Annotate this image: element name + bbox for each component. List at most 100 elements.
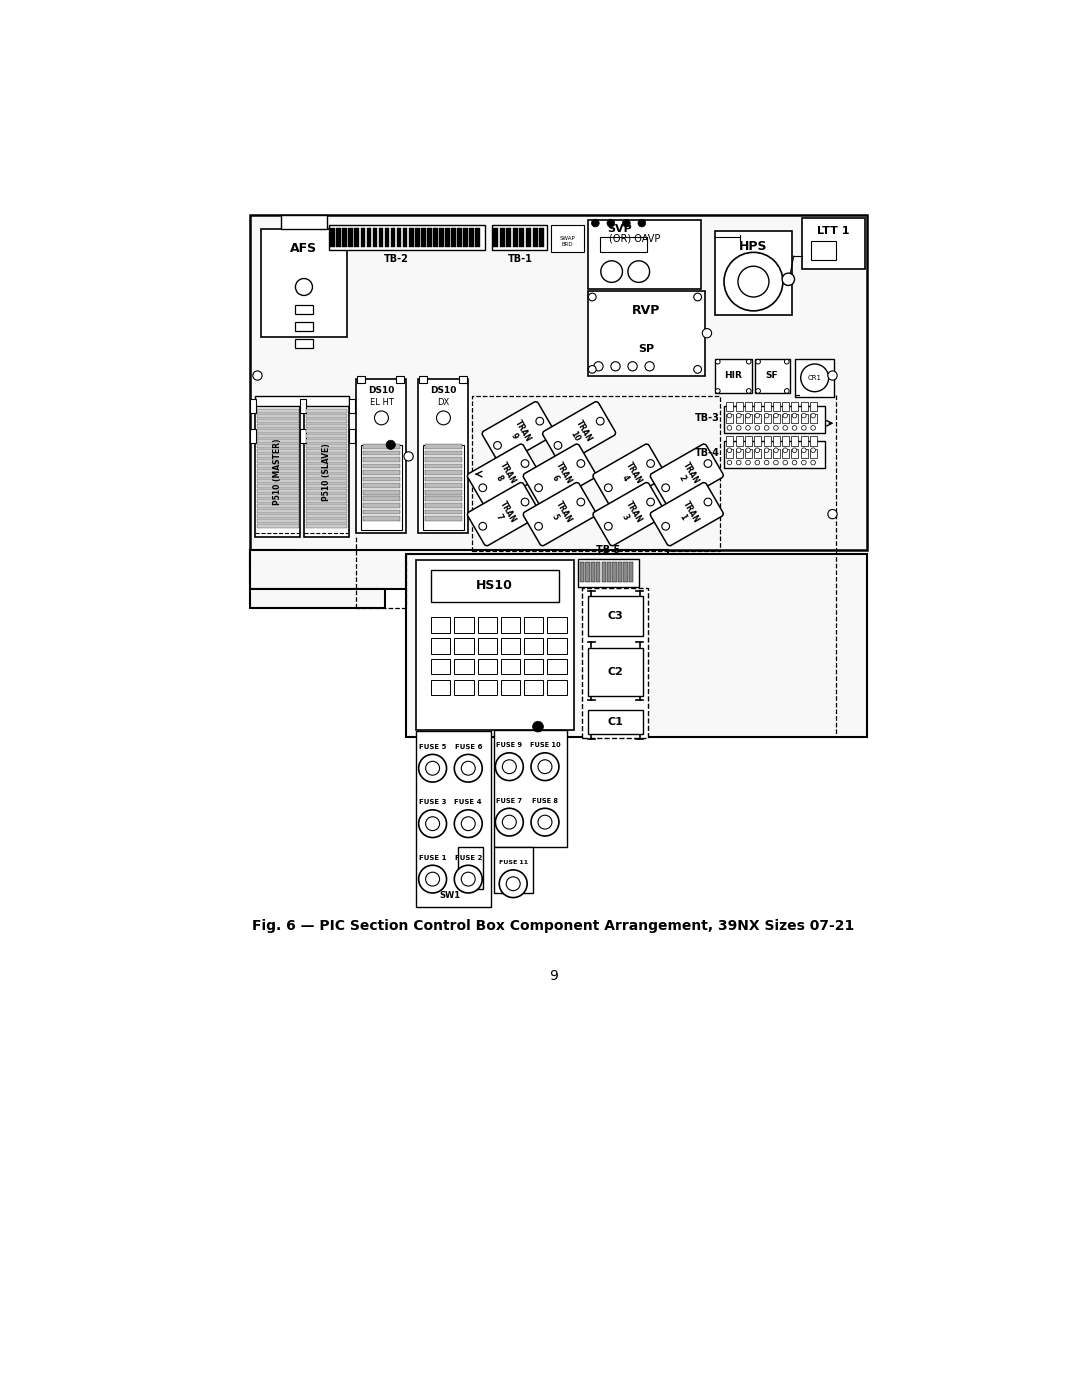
Bar xyxy=(424,451,462,455)
Bar xyxy=(306,509,348,513)
Bar xyxy=(424,510,462,514)
Bar xyxy=(349,229,353,247)
Bar xyxy=(494,229,498,247)
Text: HS10: HS10 xyxy=(476,580,513,592)
Bar xyxy=(602,562,606,583)
Circle shape xyxy=(502,760,516,774)
Bar xyxy=(455,617,474,633)
Bar xyxy=(715,359,752,393)
Bar xyxy=(257,499,298,503)
Circle shape xyxy=(605,522,612,529)
Bar xyxy=(257,518,298,522)
Bar xyxy=(306,409,348,412)
Bar xyxy=(424,503,462,507)
Bar xyxy=(418,380,469,534)
Circle shape xyxy=(755,414,759,418)
Circle shape xyxy=(783,414,787,418)
Bar xyxy=(715,231,793,316)
Bar xyxy=(249,550,669,588)
Bar xyxy=(295,338,313,348)
Text: SW1: SW1 xyxy=(440,891,460,900)
Bar xyxy=(745,414,752,423)
Bar xyxy=(451,229,456,247)
Bar xyxy=(585,562,590,583)
Bar xyxy=(433,229,437,247)
Bar xyxy=(257,474,298,478)
Bar xyxy=(306,504,348,507)
Circle shape xyxy=(727,414,732,418)
Circle shape xyxy=(426,761,440,775)
Circle shape xyxy=(538,760,552,774)
Circle shape xyxy=(756,359,760,365)
Bar xyxy=(623,562,627,583)
Bar xyxy=(306,448,348,453)
Bar xyxy=(810,414,816,423)
Circle shape xyxy=(773,414,779,418)
Bar xyxy=(257,479,298,482)
Bar xyxy=(396,376,404,383)
Bar xyxy=(306,469,348,472)
Circle shape xyxy=(773,448,779,453)
Circle shape xyxy=(600,261,622,282)
Circle shape xyxy=(746,359,751,365)
Circle shape xyxy=(693,366,702,373)
Circle shape xyxy=(589,293,596,300)
Bar xyxy=(257,414,298,418)
Text: CR1: CR1 xyxy=(808,374,822,381)
Bar xyxy=(306,483,348,488)
Bar xyxy=(588,710,644,735)
Bar xyxy=(551,225,583,253)
Bar xyxy=(257,514,298,518)
Circle shape xyxy=(745,414,751,418)
Bar xyxy=(306,444,348,447)
Bar xyxy=(754,436,761,446)
Bar xyxy=(431,570,559,602)
Bar xyxy=(745,436,752,446)
Bar xyxy=(500,229,504,247)
Bar xyxy=(257,509,298,513)
Bar xyxy=(764,436,770,446)
Text: SVP: SVP xyxy=(607,225,632,235)
Bar xyxy=(295,305,313,314)
Bar xyxy=(792,436,798,446)
Bar xyxy=(300,398,307,412)
Bar xyxy=(306,439,348,443)
Bar xyxy=(455,659,474,675)
Bar xyxy=(501,680,521,696)
Text: TRAN
10: TRAN 10 xyxy=(565,418,593,448)
Circle shape xyxy=(727,448,732,453)
Text: FUSE 9: FUSE 9 xyxy=(497,742,523,749)
Bar xyxy=(727,436,733,446)
Circle shape xyxy=(783,426,787,430)
Bar xyxy=(773,448,780,458)
Bar xyxy=(257,504,298,507)
Bar xyxy=(257,483,298,488)
Text: FUSE 7: FUSE 7 xyxy=(497,798,523,803)
Bar xyxy=(801,218,865,268)
Text: SWAP: SWAP xyxy=(559,236,576,240)
Bar xyxy=(600,237,647,253)
Text: EL HT: EL HT xyxy=(369,398,393,407)
Circle shape xyxy=(755,426,759,430)
Bar xyxy=(409,229,414,247)
Circle shape xyxy=(647,460,654,468)
Bar xyxy=(257,524,298,528)
Bar xyxy=(295,321,313,331)
Circle shape xyxy=(801,460,806,465)
Bar xyxy=(416,560,575,729)
Bar xyxy=(257,444,298,447)
Circle shape xyxy=(594,362,603,372)
Bar xyxy=(361,229,365,247)
Bar xyxy=(257,448,298,453)
Circle shape xyxy=(404,451,414,461)
Text: FUSE 11: FUSE 11 xyxy=(499,859,528,865)
Bar xyxy=(589,219,701,289)
Text: TB-3: TB-3 xyxy=(696,414,720,423)
Bar xyxy=(349,429,355,443)
Bar xyxy=(427,229,432,247)
Bar xyxy=(257,469,298,472)
Bar xyxy=(363,490,400,495)
FancyBboxPatch shape xyxy=(542,401,616,465)
Text: C3: C3 xyxy=(608,610,623,620)
Bar xyxy=(735,402,743,411)
